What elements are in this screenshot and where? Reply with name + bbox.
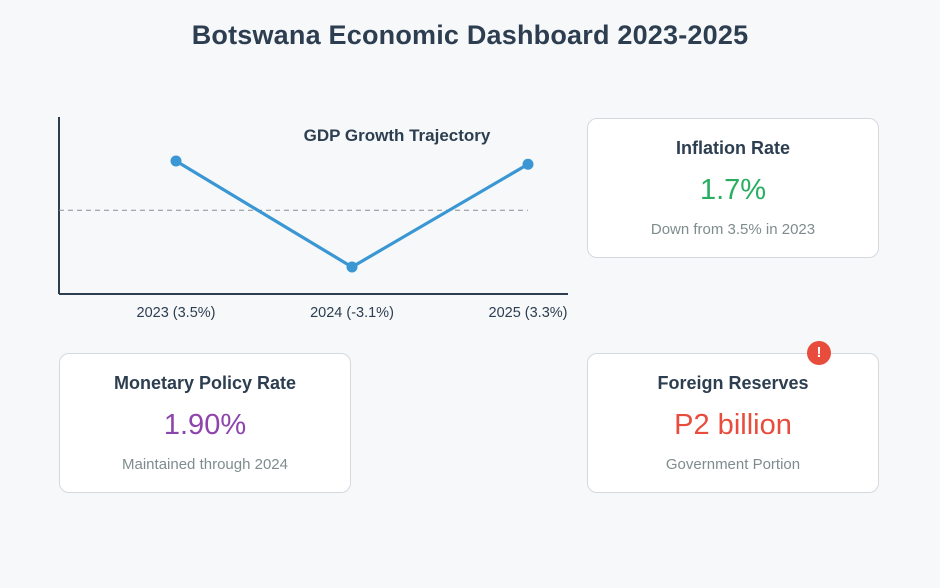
- x-tick-label: 2023 (3.5%): [137, 305, 216, 321]
- inflation-card-value: 1.7%: [699, 174, 767, 206]
- data-point: [522, 158, 534, 170]
- reserves-card-subtitle: Government Portion: [665, 456, 801, 473]
- data-point: [346, 261, 358, 273]
- inflation-rate-card: Inflation Rate 1.7% Down from 3.5% in 20…: [587, 118, 879, 258]
- chart-title: GDP Growth Trajectory: [304, 126, 491, 145]
- reserves-card-value: P2 billion: [674, 409, 792, 441]
- gdp-growth-chart: GDP Growth Trajectory 2023 (3.5%) 2024 (-…: [40, 105, 580, 335]
- data-points: [170, 155, 534, 273]
- reserves-card-title: Foreign Reserves: [657, 373, 809, 393]
- x-tick-labels: 2023 (3.5%) 2024 (-3.1%) 2025 (3.3%): [137, 305, 568, 321]
- page-title: Botswana Economic Dashboard 2023-2025: [191, 20, 749, 50]
- policy-card-title: Monetary Policy Rate: [113, 373, 297, 393]
- x-tick-label: 2025 (3.3%): [489, 305, 568, 321]
- gdp-chart-svg: GDP Growth Trajectory 2023 (3.5%) 2024 (-…: [58, 117, 568, 321]
- data-point: [170, 155, 182, 167]
- policy-card-value: 1.90%: [163, 409, 247, 441]
- monetary-policy-rate-card: Monetary Policy Rate 1.90% Maintained th…: [59, 353, 351, 493]
- foreign-reserves-card: ! Foreign Reserves P2 billion Government…: [587, 341, 879, 493]
- gdp-series-line: [175, 159, 529, 269]
- alert-icon: !: [807, 341, 831, 365]
- inflation-card-subtitle: Down from 3.5% in 2023: [650, 221, 816, 238]
- x-tick-label: 2024 (-3.1%): [310, 305, 394, 321]
- inflation-card-title: Inflation Rate: [675, 138, 790, 158]
- policy-card-subtitle: Maintained through 2024: [122, 456, 288, 473]
